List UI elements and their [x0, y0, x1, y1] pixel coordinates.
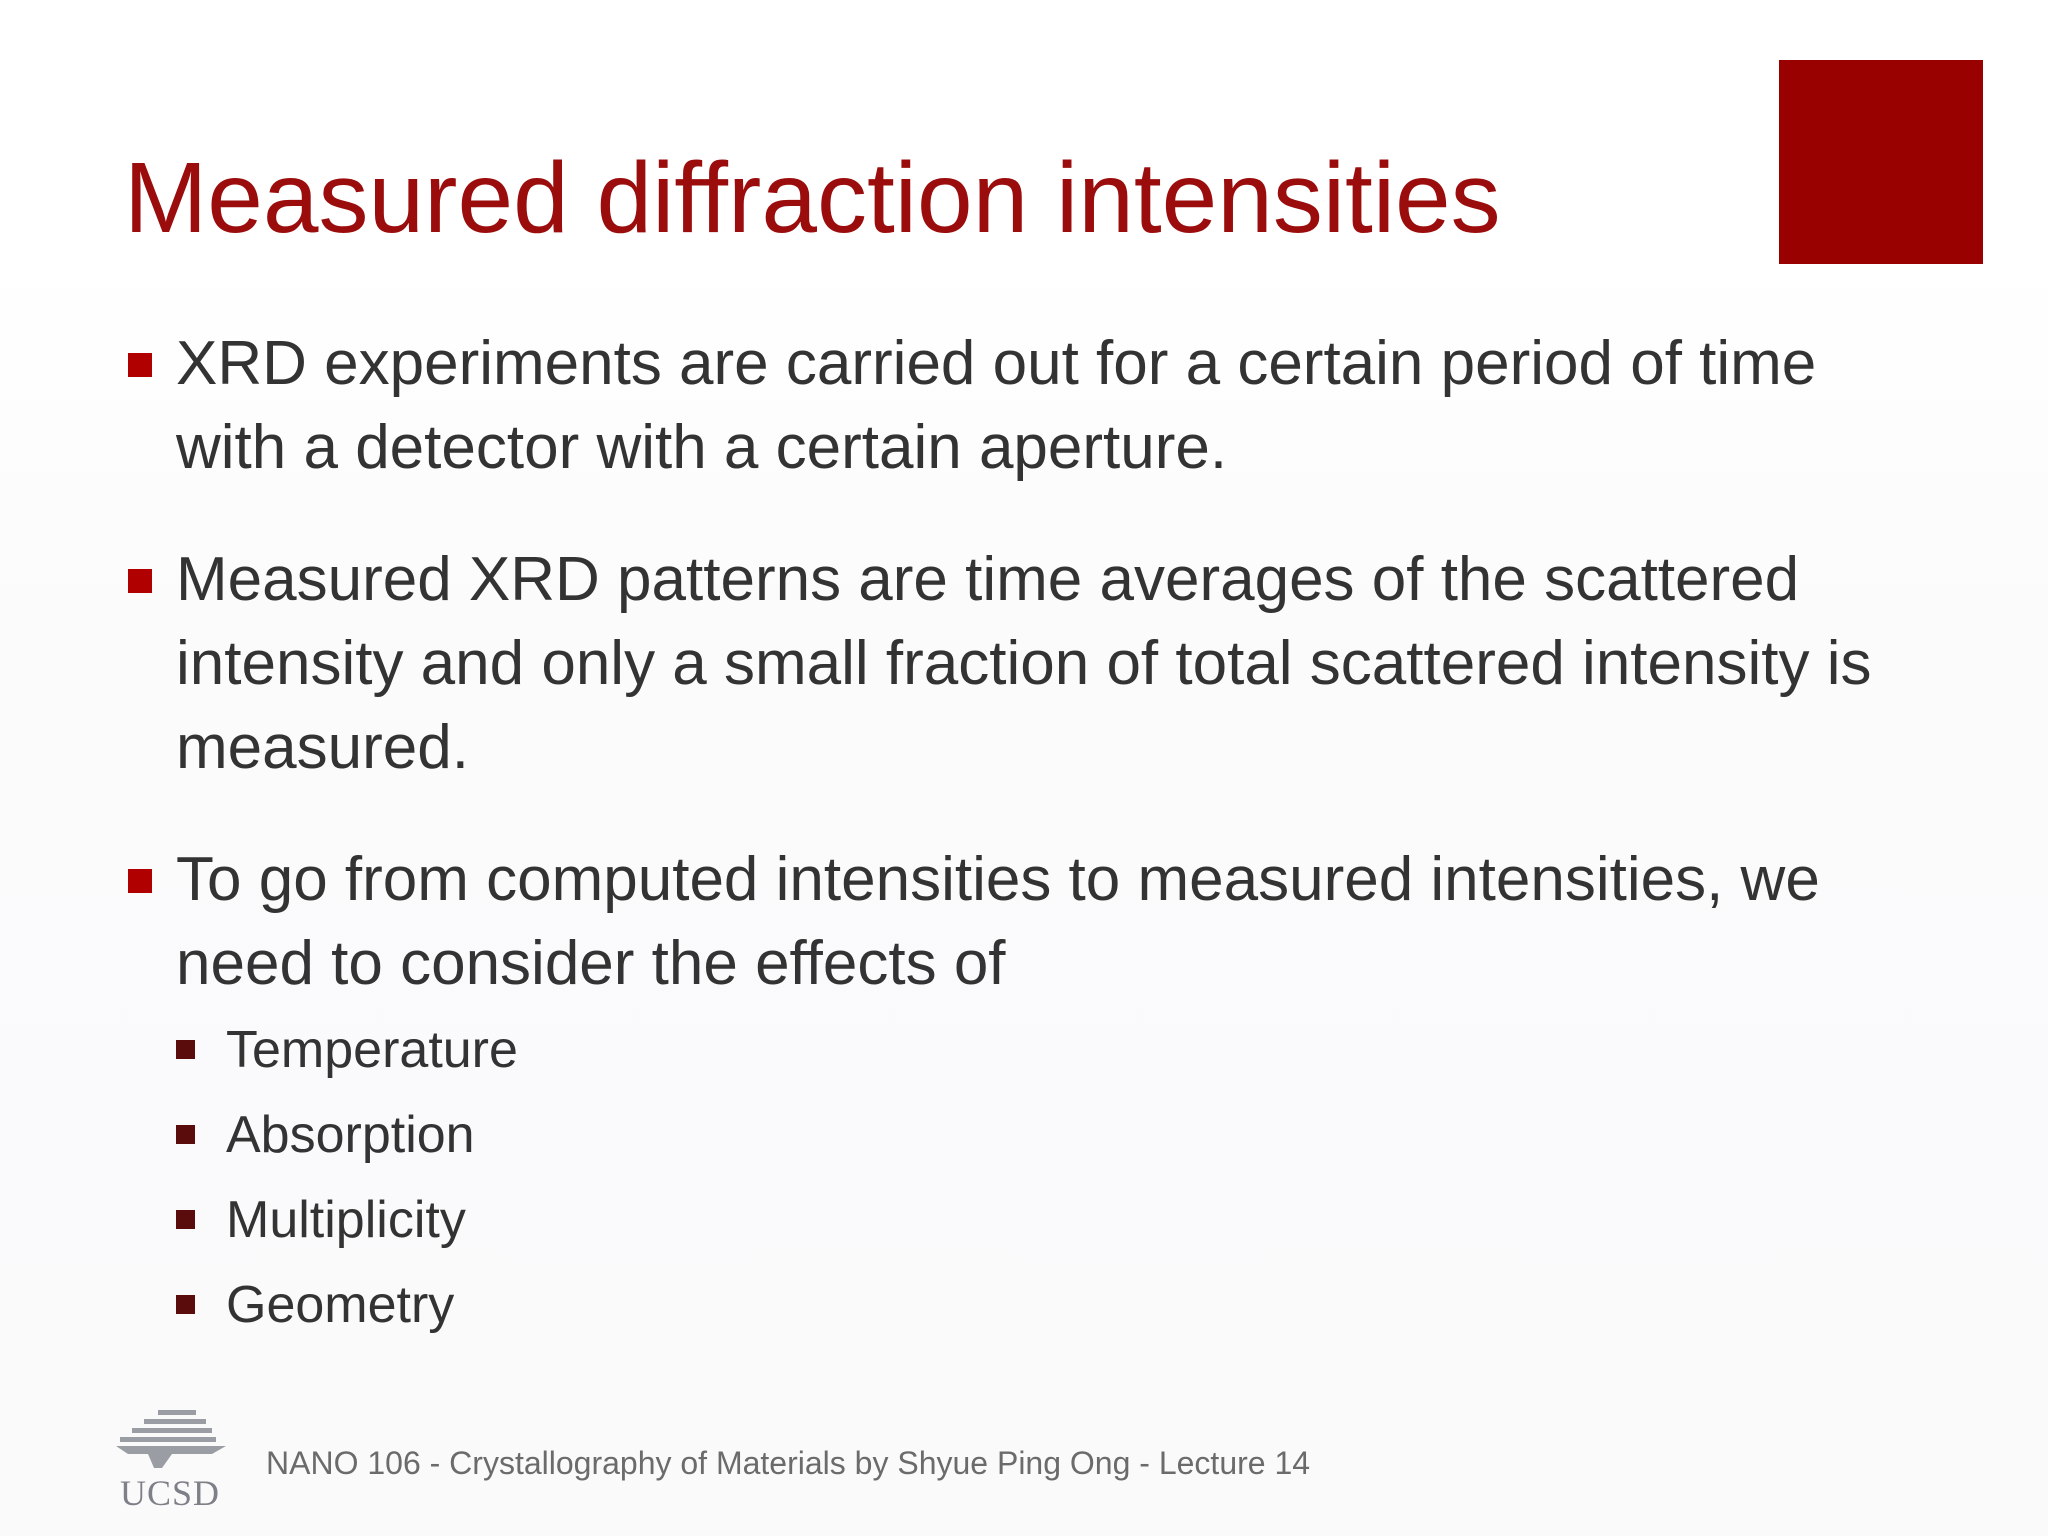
square-bullet-icon — [176, 1295, 195, 1314]
bullet-list: XRD experiments are carried out for a ce… — [128, 322, 1888, 1396]
bullet-text: Measured XRD patterns are time averages … — [176, 545, 1872, 782]
square-bullet-icon — [176, 1040, 195, 1059]
sub-bullet-item: Absorption — [176, 1093, 1888, 1178]
bullet-item: XRD experiments are carried out for a ce… — [128, 322, 1888, 490]
square-bullet-icon — [128, 353, 152, 377]
sub-bullet-list: Temperature Absorption Multiplicity Geom… — [176, 1008, 1888, 1348]
footer-text: NANO 106 - Crystallography of Materials … — [266, 1445, 1311, 1481]
square-bullet-icon — [176, 1125, 195, 1144]
bullet-text: XRD experiments are carried out for a ce… — [176, 329, 1817, 482]
sub-bullet-text: Absorption — [226, 1106, 475, 1164]
sub-bullet-text: Geometry — [226, 1276, 455, 1334]
accent-block — [1779, 60, 1983, 264]
ucsd-logo-icon — [116, 1410, 226, 1468]
bullet-item: Measured XRD patterns are time averages … — [128, 538, 1888, 790]
square-bullet-icon — [176, 1210, 195, 1229]
slide-title: Measured diffraction intensities — [124, 142, 1501, 254]
square-bullet-icon — [128, 569, 152, 593]
sub-bullet-item: Temperature — [176, 1008, 1888, 1093]
logo-text: UCSD — [119, 1473, 221, 1513]
bullet-item: To go from computed intensities to measu… — [128, 838, 1888, 1348]
ucsd-logo: UCSD — [106, 1408, 234, 1513]
sub-bullet-text: Temperature — [226, 1021, 518, 1079]
sub-bullet-item: Geometry — [176, 1263, 1888, 1348]
bullet-text: To go from computed intensities to measu… — [176, 845, 1820, 998]
sub-bullet-item: Multiplicity — [176, 1178, 1888, 1263]
square-bullet-icon — [128, 869, 152, 893]
sub-bullet-text: Multiplicity — [226, 1191, 466, 1249]
